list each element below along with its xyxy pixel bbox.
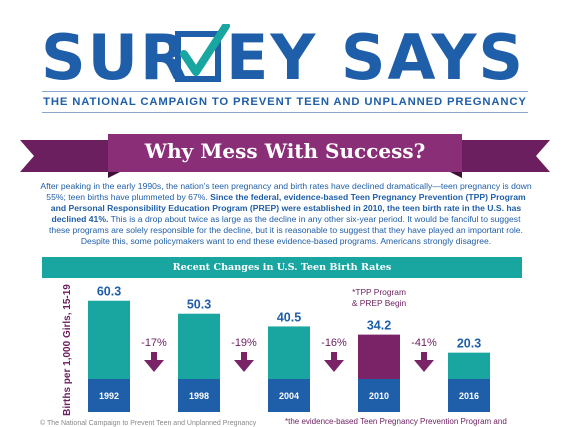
value-label-2010: 34.2 xyxy=(367,319,391,333)
bar-2004 xyxy=(268,326,310,379)
down-arrow-icon-3 xyxy=(324,360,344,372)
bar-base-1998 xyxy=(178,379,220,412)
year-label-2010: 2010 xyxy=(369,391,389,401)
value-label-2016: 20.3 xyxy=(457,337,481,351)
bar-base-1992 xyxy=(88,379,130,412)
footnote: *the evidence-based Teen Pregnancy Preve… xyxy=(285,417,507,426)
value-label-2004: 40.5 xyxy=(277,310,301,324)
bar-2010 xyxy=(358,334,400,379)
down-arrow-shaft-4 xyxy=(421,352,427,361)
bar-base-2010 xyxy=(358,379,400,412)
bottom-rule xyxy=(42,112,528,113)
bar-base-2004 xyxy=(268,379,310,412)
year-label-2016: 2016 xyxy=(459,391,479,401)
top-rule xyxy=(42,91,528,92)
change-label-4: -41% xyxy=(411,337,437,349)
down-arrow-icon-1 xyxy=(144,360,164,372)
logo-text-left: SUR xyxy=(41,24,190,86)
paragraph-part2: Since the federal, evidence-based Teen P… xyxy=(50,191,526,224)
year-label-2004: 2004 xyxy=(279,391,299,401)
down-arrow-shaft-2 xyxy=(241,352,247,361)
banner-title: Why Mess With Success? xyxy=(144,139,426,163)
intro-paragraph: After peaking in the early 1990s, the na… xyxy=(40,181,532,246)
down-arrow-shaft-1 xyxy=(151,352,157,361)
teen-birth-rate-chart: Births per 1,000 Girls, 15-19 60.3 1992 50… xyxy=(62,284,490,416)
paragraph-part1: After peaking in the early 1990s, the na… xyxy=(40,181,532,202)
banner-ribbon xyxy=(20,134,550,178)
bar-2016 xyxy=(448,352,490,379)
down-arrow-icon-2 xyxy=(234,360,254,372)
survey-says-logo: SUR EY SAYS xyxy=(41,24,525,86)
logo-text-right: EY SAYS xyxy=(226,24,525,86)
bar-1998 xyxy=(178,313,220,379)
bar-1992 xyxy=(88,300,130,379)
annotation-line-2: & PREP Begin xyxy=(352,298,407,308)
value-label-1998: 50.3 xyxy=(187,298,211,312)
down-arrow-shaft-3 xyxy=(331,352,337,361)
value-label-1992: 60.3 xyxy=(97,285,121,299)
change-label-3: -16% xyxy=(321,337,347,349)
program-annotation: *TPP Program& PREP Begin xyxy=(352,287,407,308)
paragraph-part3: This is a drop about twice as large as t… xyxy=(49,213,523,246)
annotation-line-1: *TPP Program xyxy=(352,287,406,297)
year-label-1992: 1992 xyxy=(99,391,119,401)
checkbox-v-icon xyxy=(175,24,230,82)
y-axis-label: Births per 1,000 Girls, 15-19 xyxy=(62,284,73,416)
change-label-2: -19% xyxy=(231,337,257,349)
copyright-footer: © The National Campaign to Prevent Teen … xyxy=(40,420,257,427)
chart-title: Recent Changes in U.S. Teen Birth Rates xyxy=(42,257,522,278)
bar-base-2016 xyxy=(448,379,490,412)
subtitle: THE NATIONAL CAMPAIGN TO PREVENT TEEN AN… xyxy=(43,96,527,108)
year-label-1998: 1998 xyxy=(189,391,209,401)
change-label-1: -17% xyxy=(141,337,167,349)
down-arrow-icon-4 xyxy=(414,360,434,372)
